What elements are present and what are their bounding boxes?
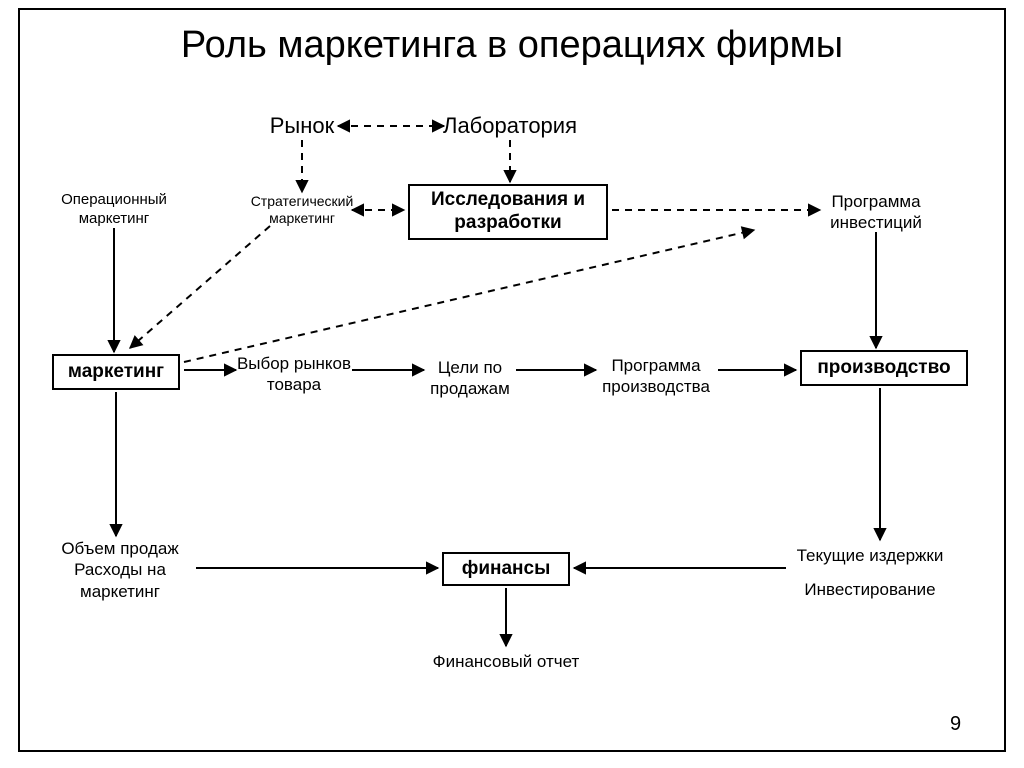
node-investir: Инвестирование <box>750 579 990 600</box>
page-title: Роль маркетинга в операциях фирмы <box>0 24 1024 67</box>
node-rynok: Рынок <box>182 112 422 140</box>
node-proizvodstvo: производство <box>800 350 968 386</box>
page-number: 9 <box>950 712 961 737</box>
node-prog_proizv: Программа производства <box>536 355 776 398</box>
node-strat_mkt: Стратегический маркетинг <box>182 193 422 228</box>
node-research: Исследования и разработки <box>408 184 608 240</box>
node-invest_prog: Программа инвестиций <box>756 191 996 234</box>
node-lab: Лаборатория <box>390 112 630 140</box>
node-finance: финансы <box>442 552 570 586</box>
node-objem: Объем продаж Расходы на маркетинг <box>0 538 240 602</box>
node-tek_izd: Текущие издержки <box>750 545 990 566</box>
node-fin_otchet: Финансовый отчет <box>386 651 626 672</box>
node-marketing: маркетинг <box>52 354 180 390</box>
